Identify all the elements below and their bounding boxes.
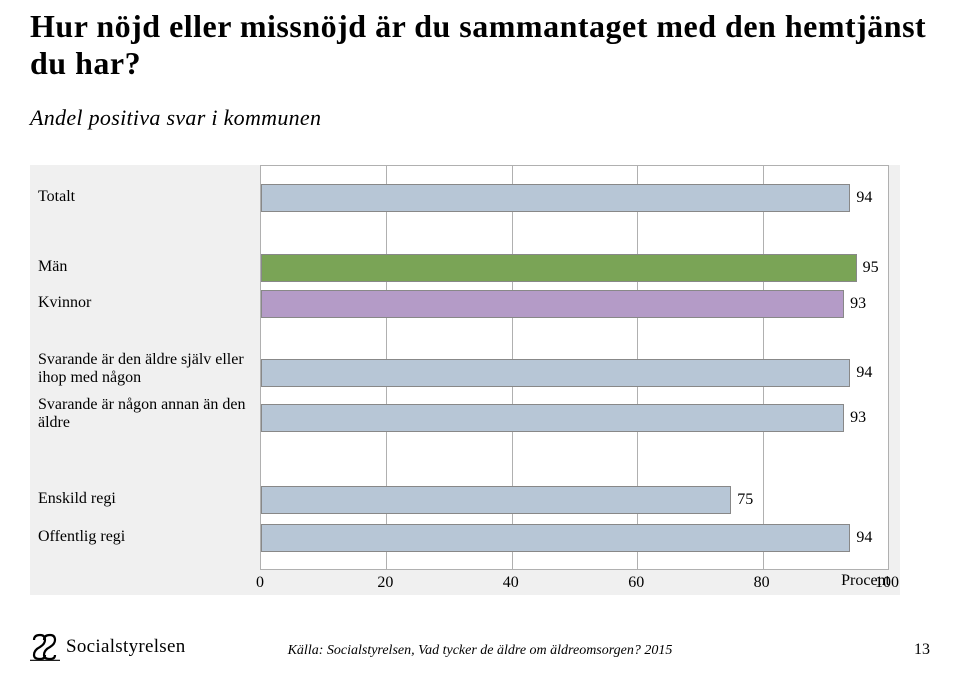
category-label: Kvinnor <box>38 294 252 312</box>
category-label: Män <box>38 258 252 276</box>
source-text: Källa: Socialstyrelsen, Vad tycker de äl… <box>288 643 673 659</box>
bar <box>261 359 850 387</box>
x-axis-ticks: 020406080100 <box>260 572 889 592</box>
logo-icon <box>30 633 60 661</box>
plot-region: 94 95 93 94 93 75 94 <box>260 165 889 570</box>
logo: Socialstyrelsen <box>30 633 186 661</box>
page-number: 13 <box>914 641 930 659</box>
category-label: Enskild regi <box>38 490 252 508</box>
value-label: 95 <box>863 259 879 277</box>
bar <box>261 254 857 282</box>
value-label: 75 <box>737 491 753 509</box>
bar <box>261 290 844 318</box>
x-axis-title: Procent <box>841 572 890 590</box>
category-label: Offentlig regi <box>38 528 252 546</box>
chart-area: 94 95 93 94 93 75 94 Totalt Män Kvinnor Svarande … <box>30 165 900 595</box>
x-tick-label: 0 <box>256 574 264 592</box>
bar <box>261 404 844 432</box>
category-labels: Totalt Män Kvinnor Svarande är den äldre sj… <box>30 165 256 570</box>
bar <box>261 524 850 552</box>
page-title: Hur nöjd eller missnöjd är du sammantage… <box>30 8 930 82</box>
value-label: 94 <box>856 529 872 547</box>
bar <box>261 486 731 514</box>
category-label: Svarande är någon annan än den äldre <box>38 396 252 431</box>
logo-text: Socialstyrelsen <box>66 636 186 658</box>
x-tick-label: 40 <box>503 574 519 592</box>
bar <box>261 184 850 212</box>
value-label: 94 <box>856 189 872 207</box>
category-label: Totalt <box>38 188 252 206</box>
x-tick-label: 20 <box>377 574 393 592</box>
value-label: 94 <box>856 364 872 382</box>
value-label: 93 <box>850 295 866 313</box>
value-label: 93 <box>850 409 866 427</box>
x-tick-label: 60 <box>628 574 644 592</box>
category-label: Svarande är den äldre själv eller ihop m… <box>38 351 252 386</box>
x-tick-label: 80 <box>754 574 770 592</box>
page-subtitle: Andel positiva svar i kommunen <box>30 105 321 131</box>
footer: Socialstyrelsen Källa: Socialstyrelsen, … <box>30 631 930 661</box>
page: Hur nöjd eller missnöjd är du sammantage… <box>0 0 960 679</box>
